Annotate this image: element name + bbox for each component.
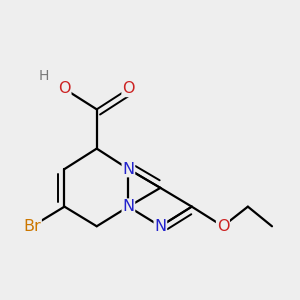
Text: N: N xyxy=(154,219,167,234)
Text: H: H xyxy=(38,69,49,83)
Text: Br: Br xyxy=(23,219,41,234)
Text: N: N xyxy=(122,162,134,177)
Text: O: O xyxy=(122,81,135,96)
Text: O: O xyxy=(217,219,229,234)
Text: O: O xyxy=(58,81,71,96)
Text: N: N xyxy=(122,199,134,214)
